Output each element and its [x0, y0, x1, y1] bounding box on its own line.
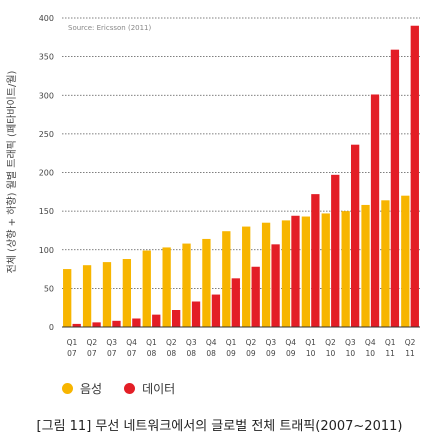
x-tick-label-quarter: Q3	[345, 338, 356, 347]
x-tick-label-year: 07	[127, 349, 137, 358]
x-tick-label-year: 09	[266, 349, 276, 358]
bar-data	[410, 25, 419, 327]
legend: 음성 데이터	[62, 380, 175, 397]
bar-data	[152, 314, 161, 327]
x-tick-label-year: 07	[107, 349, 117, 358]
y-tick-label: 250	[39, 130, 54, 139]
y-tick-label: 400	[39, 14, 54, 23]
x-tick-label-quarter: Q4	[206, 338, 217, 347]
y-tick-label: 350	[39, 53, 54, 62]
legend-item-voice: 음성	[62, 380, 102, 397]
bar-voice	[102, 262, 112, 327]
y-tick-label: 0	[49, 323, 54, 332]
bar-voice	[63, 269, 72, 327]
legend-swatch-data	[124, 383, 136, 394]
x-tick-label-quarter: Q2	[325, 338, 336, 347]
x-tick-label-quarter: Q1	[146, 338, 157, 347]
bar-data	[251, 266, 260, 327]
legend-item-data: 데이터	[124, 380, 175, 397]
bar-voice	[341, 211, 350, 328]
x-tick-label-year: 10	[346, 349, 356, 358]
legend-label-voice: 음성	[80, 382, 103, 396]
bar-data	[331, 174, 340, 327]
bar-voice	[381, 200, 390, 327]
x-tick-label-year: 08	[206, 349, 216, 358]
bar-voice	[242, 226, 251, 327]
bar-data	[350, 144, 360, 327]
bar-voice	[261, 222, 271, 327]
bar-voice	[301, 216, 311, 327]
y-tick-label: 300	[39, 91, 54, 100]
x-tick-label-year: 09	[226, 349, 236, 358]
x-tick-label-quarter: Q2	[86, 338, 97, 347]
x-tick-label-quarter: Q4	[365, 338, 376, 347]
bar-voice	[162, 247, 171, 327]
bar-voice	[142, 250, 151, 327]
x-tick-label-quarter: Q1	[305, 338, 316, 347]
bar-data	[291, 215, 300, 327]
x-tick-label-quarter: Q1	[67, 338, 78, 347]
x-tick-label-quarter: Q2	[246, 338, 257, 347]
x-tick-label-year: 08	[167, 349, 177, 358]
bar-voice	[281, 220, 291, 327]
x-tick-label-quarter: Q2	[166, 338, 177, 347]
x-tick-label-quarter: Q3	[265, 338, 276, 347]
bar-voice	[82, 265, 92, 327]
legend-swatch-voice	[62, 383, 73, 394]
bar-data	[370, 94, 380, 327]
x-tick-label-year: 09	[246, 349, 256, 358]
bar-voice	[361, 204, 370, 327]
bar-data	[132, 318, 141, 327]
bar-voice	[222, 231, 231, 327]
bar-voice	[202, 238, 211, 327]
bar-data	[390, 49, 400, 328]
bar-data	[112, 320, 121, 327]
bar-chart: 0 50 100 150 200 250 300 350 400 Q1 07 Q2 07 Q3 07 Q4 07…	[5, 14, 420, 358]
y-axis-label: 전체 (상향 + 하향) 월별 트래픽 (페타바이트/월)	[5, 70, 18, 273]
x-tick-label-quarter: Q3	[186, 338, 197, 347]
bar-data	[92, 322, 101, 327]
x-tick-label-year: 11	[405, 349, 415, 358]
bar-voice	[122, 259, 132, 327]
bar-data	[72, 323, 81, 327]
bar-data	[191, 301, 201, 327]
figure-caption: [그림 11] 무선 네트워크에서의 글로벌 전체 트래픽(2007~2011)	[36, 419, 403, 434]
y-tick-label: 100	[39, 246, 54, 255]
bar-data	[271, 244, 280, 327]
bar-voice	[401, 195, 410, 327]
x-tick-label-quarter: Q4	[285, 338, 296, 347]
bar-voice	[321, 213, 330, 327]
x-tick-label-year: 08	[147, 349, 157, 358]
x-tick-label-year: 08	[187, 349, 197, 358]
x-tick-label-quarter: Q1	[226, 338, 237, 347]
x-tick-label-year: 07	[67, 349, 77, 358]
bar-data	[311, 194, 320, 327]
x-tick-label-year: 07	[87, 349, 97, 358]
x-tick-label-year: 10	[306, 349, 316, 358]
y-tick-label: 150	[39, 207, 54, 216]
source-note: Source: Ericsson (2011)	[68, 24, 152, 32]
bar-data	[171, 310, 181, 327]
x-tick-label-year: 09	[286, 349, 296, 358]
y-tick-label: 50	[44, 284, 54, 293]
x-tick-label-year: 10	[366, 349, 376, 358]
bar-voice	[182, 243, 191, 327]
legend-label-data: 데이터	[142, 382, 176, 396]
bar-data	[231, 278, 240, 327]
y-tick-label: 200	[39, 169, 54, 178]
x-tick-label-year: 11	[385, 349, 395, 358]
bar-data	[211, 294, 221, 327]
x-tick-label-quarter: Q4	[126, 338, 137, 347]
x-tick-label-quarter: Q2	[405, 338, 416, 347]
x-tick-label-quarter: Q3	[106, 338, 117, 347]
x-tick-label-quarter: Q1	[385, 338, 396, 347]
x-tick-label-year: 10	[326, 349, 336, 358]
